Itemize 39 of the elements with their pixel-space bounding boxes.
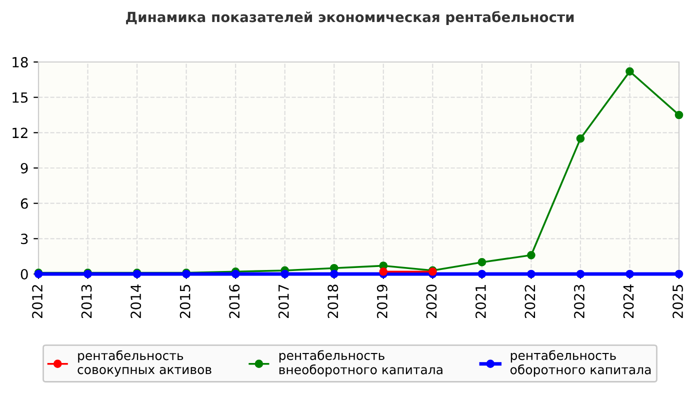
- point: [674, 110, 684, 120]
- y-tick-label: 3: [21, 234, 28, 244]
- x-tick-label: 2014: [130, 284, 142, 318]
- x-tick-label: 2024: [623, 284, 634, 318]
- x-tick-label: 2020: [426, 284, 437, 318]
- y-tick-label: 15: [12, 92, 28, 103]
- point: [626, 270, 634, 278]
- x-tick-label: 2015: [180, 284, 190, 318]
- chart-title: Динамика показателей экономическая рентабельности: [126, 11, 574, 25]
- x-tick-label: 2017: [278, 284, 289, 318]
- x-tick-label: 2019: [376, 284, 388, 318]
- x-tick-label: 2023: [574, 284, 584, 318]
- x-tick-label: 2025: [672, 284, 684, 318]
- point: [674, 270, 684, 278]
- x-tick-label: 2016: [229, 284, 240, 318]
- point: [478, 258, 486, 266]
- y-tick-label: 18: [12, 56, 28, 68]
- point: [576, 134, 585, 143]
- point: [478, 270, 486, 278]
- point: [527, 270, 536, 278]
- y-tick-label: 0: [20, 268, 28, 280]
- legend-label: рентабельность оборотного капитала: [510, 350, 651, 377]
- legend-label: рентабельность внеоборотного капитала: [279, 350, 442, 377]
- point: [231, 270, 240, 278]
- y-tick-label: 12: [12, 128, 28, 138]
- x-tick-label: 2012: [32, 285, 43, 318]
- point: [527, 250, 536, 260]
- x-tick-label: 2022: [524, 285, 536, 318]
- legend-label: рентабельность совокупных активов: [78, 350, 212, 377]
- point: [626, 67, 634, 76]
- x-tick-label: 2018: [328, 284, 338, 318]
- y-tick-label: 6: [20, 198, 28, 209]
- y-tick-label: 9: [20, 162, 28, 174]
- point: [379, 267, 388, 276]
- point: [330, 270, 338, 278]
- point: [280, 270, 290, 278]
- x-tick-label: 2013: [81, 284, 92, 318]
- point: [576, 270, 585, 278]
- x-tick-label: 2021: [475, 285, 486, 318]
